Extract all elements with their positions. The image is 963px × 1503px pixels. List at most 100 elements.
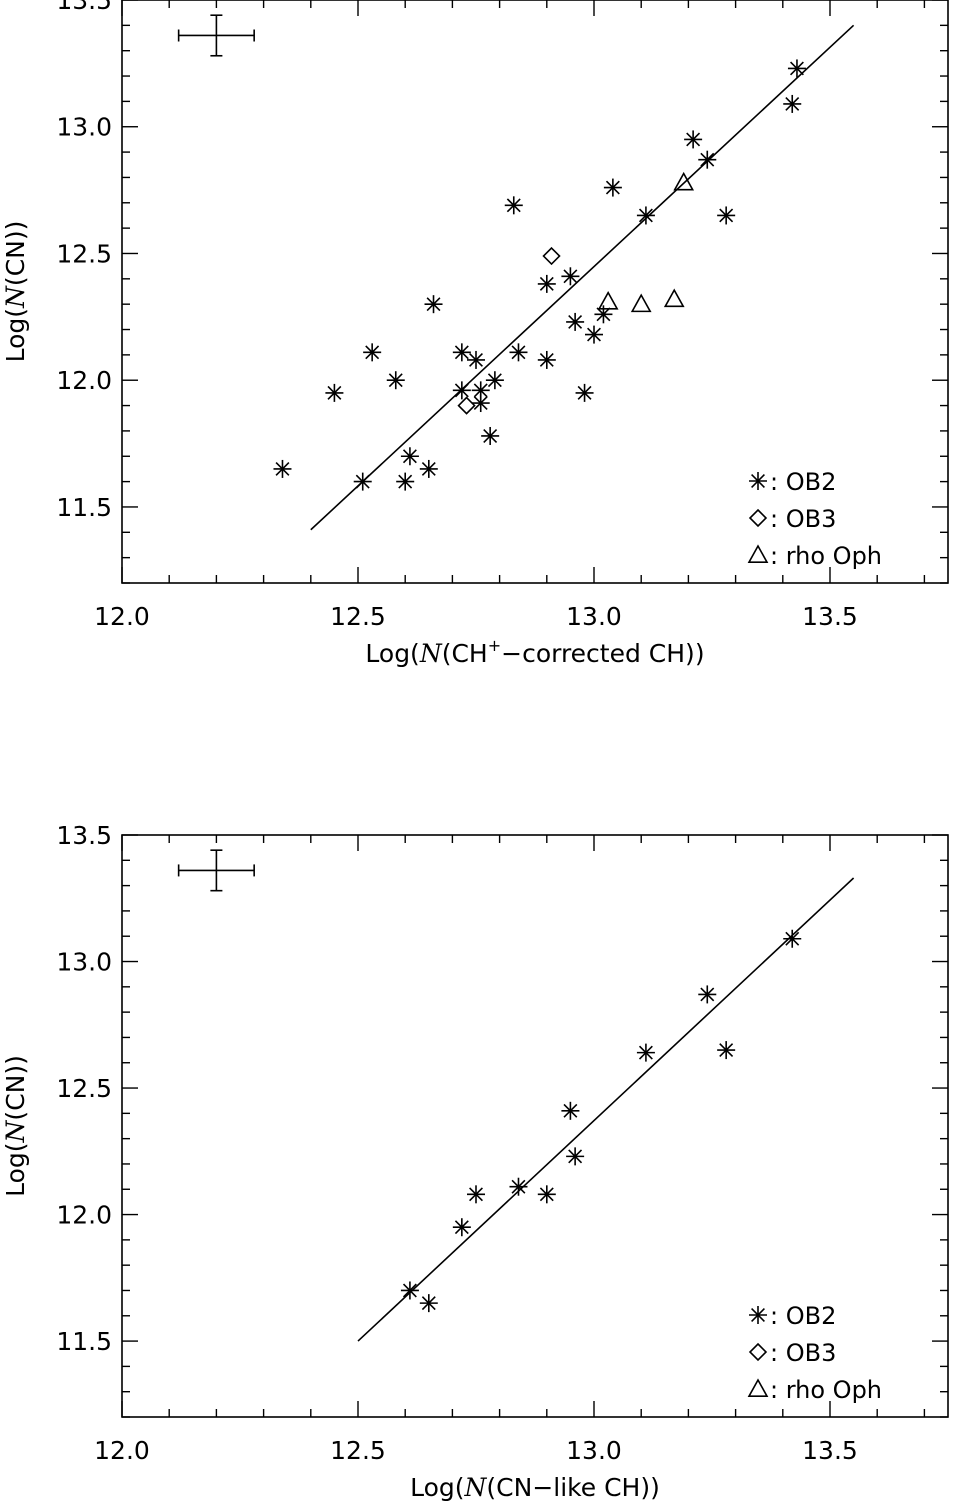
asterisk-stroke <box>539 352 554 367</box>
legend-marker-triangle <box>747 1378 769 1397</box>
data-point-asterisk <box>684 130 703 149</box>
data-point-triangle <box>630 293 652 313</box>
data-point-asterisk <box>363 343 382 362</box>
diamond-shape <box>748 1342 768 1362</box>
y-axis-title: Log(N(CN)) <box>1 1055 30 1197</box>
asterisk-stroke <box>789 61 804 76</box>
asterisk-stroke <box>751 1308 765 1322</box>
data-point-asterisk <box>471 381 490 400</box>
asterisk-stroke <box>388 373 403 388</box>
y-axis-title-suffix: (CN)) <box>1 1055 30 1120</box>
plot-frame <box>121 834 949 1418</box>
asterisk-stroke <box>563 1103 578 1118</box>
asterisk-stroke <box>327 385 342 400</box>
y-tick-label: 11.5 <box>56 1327 112 1356</box>
data-point-asterisk <box>504 196 523 215</box>
asterisk-stroke <box>577 385 592 400</box>
y-tick-label: 12.5 <box>56 1074 112 1103</box>
data-point-asterisk <box>467 350 485 369</box>
y-tick-label: 13.0 <box>56 113 112 142</box>
data-point-asterisk <box>452 381 471 400</box>
asterisk-stroke <box>686 132 701 147</box>
data-point-asterisk <box>636 1043 655 1062</box>
data-point-diamond <box>457 396 476 415</box>
legend-marker-triangle <box>747 544 769 564</box>
data-point-triangle <box>663 288 685 308</box>
asterisk-stroke <box>402 1283 417 1298</box>
legend: : OB2: OB3: rho Oph <box>747 1302 882 1404</box>
data-point-asterisk <box>452 1218 471 1237</box>
data-point-asterisk <box>566 1147 585 1166</box>
y-tick-label: 13.5 <box>56 821 112 850</box>
asterisk-stroke <box>398 474 413 489</box>
data-point-asterisk <box>353 472 372 491</box>
data-point-asterisk <box>561 267 580 286</box>
series-ob2 <box>400 929 802 1313</box>
asterisk-stroke <box>511 345 526 360</box>
x-tick-label: 12.0 <box>94 1436 150 1465</box>
data-point-asterisk <box>698 985 717 1004</box>
asterisk-stroke <box>539 276 554 291</box>
fit-line <box>310 24 855 531</box>
asterisk-stroke <box>700 987 715 1002</box>
asterisk-stroke <box>469 1187 483 1202</box>
data-point-asterisk <box>566 312 585 331</box>
legend-label: : OB3 <box>770 1339 836 1367</box>
asterisk-stroke <box>568 314 583 329</box>
x-tick-label: 13.5 <box>802 1436 858 1465</box>
asterisk-stroke <box>402 449 417 464</box>
data-point-asterisk <box>386 371 405 390</box>
data-point-triangle <box>673 171 695 191</box>
legend-label: : OB2 <box>770 468 836 496</box>
x-tick-label: 12.0 <box>94 602 150 631</box>
x-axis-title-part: (CN−like CH)) <box>486 1473 659 1502</box>
triangle-shape <box>597 290 619 310</box>
x-axis-title-italic: N <box>464 1473 488 1502</box>
data-point-asterisk <box>787 59 806 78</box>
x-tick-label: 13.0 <box>566 602 622 631</box>
series-ob2 <box>273 59 806 491</box>
asterisk-stroke <box>785 931 800 946</box>
data-point-asterisk <box>471 394 490 413</box>
data-point-asterisk <box>452 343 471 362</box>
legend-marker-asterisk <box>749 472 767 490</box>
asterisk-stroke <box>539 1187 554 1202</box>
asterisk-stroke <box>511 1179 526 1194</box>
asterisk-stroke <box>469 352 483 367</box>
asterisk-stroke <box>355 474 370 489</box>
error-bar <box>177 14 255 57</box>
asterisk-stroke <box>483 429 498 443</box>
legend-label: : rho Oph <box>770 1376 882 1404</box>
data-point-asterisk <box>467 1185 485 1204</box>
x-axis-title-prefix: Log( <box>410 1473 464 1502</box>
asterisk-stroke <box>275 461 290 476</box>
data-point-asterisk <box>509 343 528 362</box>
legend-label: : rho Oph <box>770 542 882 570</box>
asterisk-stroke <box>568 1149 583 1164</box>
y-tick-label: 13.0 <box>56 948 112 977</box>
data-point-asterisk <box>509 1177 528 1196</box>
x-axis-title: Log(N(CH+−corrected CH)) <box>365 636 704 668</box>
legend: : OB2: OB3: rho Oph <box>747 468 882 570</box>
asterisk-stroke <box>487 373 502 388</box>
x-tick-label: 13.5 <box>802 602 858 631</box>
data-point-asterisk <box>717 1041 736 1060</box>
asterisk-stroke <box>751 474 765 488</box>
data-point-asterisk <box>561 1101 580 1120</box>
asterisk-stroke <box>638 1045 653 1060</box>
series-ob3 <box>457 246 561 415</box>
y-axis-title-prefix: Log( <box>1 308 30 362</box>
data-point-asterisk <box>594 305 613 324</box>
data-point-asterisk <box>537 350 556 369</box>
chart-panel-1: 12.0 12.5 13.0 13.5 11.5 12.0 12.5 13.0 13.5 Log(… <box>1 0 949 668</box>
legend-marker-asterisk <box>749 1306 767 1324</box>
data-point-asterisk <box>783 94 802 113</box>
x-axis-title: Log(N(CN−like CH)) <box>410 1473 660 1502</box>
chart-panel-2: 12.0 12.5 13.0 13.5 11.5 12.0 12.5 13.0 13.5 Log(… <box>1 821 949 1502</box>
y-axis-title-suffix: (CN)) <box>1 221 30 286</box>
y-axis-title-italic: N <box>1 1119 30 1143</box>
asterisk-stroke <box>421 1296 436 1311</box>
data-point-asterisk <box>575 383 594 402</box>
asterisk-stroke <box>454 383 469 398</box>
